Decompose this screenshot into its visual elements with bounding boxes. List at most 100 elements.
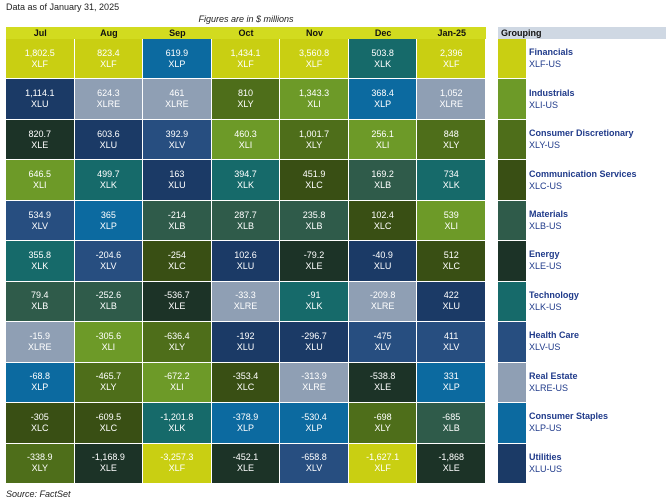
cell-ticker: XLRE [302, 382, 326, 393]
cell-value: 422 [443, 290, 459, 301]
cell-ticker: XLE [168, 301, 186, 312]
cell-ticker: XLF [100, 58, 117, 69]
cell-ticker: XLC [373, 220, 392, 231]
table-cell: 1,114.1 XLU [6, 79, 75, 120]
cell-ticker: XLU [442, 301, 460, 312]
cell-value: -636.4 [164, 330, 190, 341]
cell-value: 3,560.8 [299, 47, 330, 58]
cell-value: 503.8 [371, 47, 394, 58]
cell-ticker: XLK [374, 58, 392, 69]
cell-value: 355.8 [28, 249, 52, 260]
cell-value: -538.8 [369, 371, 396, 382]
cell-value: 460.3 [234, 128, 257, 139]
cell-ticker: XLP [99, 220, 117, 231]
cell-ticker: XLP [236, 422, 254, 433]
table-cell: -254 XLC [143, 241, 212, 282]
column-header-dec: Dec [348, 27, 418, 39]
cell-ticker: XLF [374, 463, 391, 474]
cell-value: 624.3 [97, 88, 120, 99]
cell-value: -33.3 [235, 290, 256, 301]
table-cell: 539 XLI [417, 200, 486, 242]
cell-value: 163 [169, 169, 185, 180]
cell-value: 499.7 [97, 169, 120, 180]
cell-ticker: XLRE [28, 341, 52, 352]
cell-value: -465.7 [95, 371, 122, 382]
legend-item-xlp: Consumer Staples XLP-US [498, 403, 666, 443]
table-cell: -204.6 XLV [74, 241, 144, 282]
cell-ticker: XLK [305, 301, 323, 312]
cell-ticker: XLRE [370, 301, 395, 312]
table-cell: -672.2 XLI [143, 362, 212, 404]
column-header-jan-25: Jan-25 [417, 27, 486, 39]
table-cell: 499.7 XLK [74, 160, 144, 201]
table-cell: 102.4 XLC [348, 200, 418, 242]
cell-value: 534.9 [28, 209, 52, 220]
table-cell: 820.7 XLE [6, 119, 75, 161]
cell-value: 848 [443, 128, 459, 139]
table-cell: -79.2 XLE [280, 241, 349, 282]
legend-swatch [498, 119, 526, 160]
as-of-date: Data as of January 31, 2025 [6, 2, 120, 12]
column-header-aug: Aug [74, 27, 144, 39]
cell-ticker: XLI [444, 220, 458, 231]
cell-ticker: XLU [236, 341, 255, 352]
table-cell: 394.7 XLK [211, 160, 281, 201]
legend-ticker: XLB-US [529, 221, 562, 232]
cell-ticker: XLU [99, 139, 118, 150]
table-cell: 461 XLRE [143, 79, 212, 120]
legend-sector-name: Technology [529, 289, 579, 300]
cell-value: -1,168.9 [91, 452, 125, 463]
table-cell: -1,627.1 XLF [348, 443, 418, 484]
cell-ticker: XLE [305, 260, 323, 271]
cell-value: 368.4 [371, 88, 394, 99]
cell-ticker: XLI [170, 382, 184, 393]
cell-value: -1,201.8 [160, 411, 194, 422]
cell-ticker: XLY [168, 341, 186, 352]
cell-ticker: XLF [442, 58, 460, 69]
table-cell: 1,052 XLRE [417, 79, 486, 120]
table-cell: -609.5 XLC [74, 403, 144, 444]
cell-value: -79.2 [303, 249, 325, 260]
table-cell: 422 XLU [417, 281, 486, 323]
legend-ticker: XLV-US [529, 342, 561, 353]
table-cell: 2,396 XLF [417, 39, 486, 80]
table-cell: 619.9 XLP [143, 39, 212, 80]
cell-ticker: XLE [31, 139, 49, 150]
cell-ticker: XLE [442, 463, 460, 474]
cell-value: 1,802.5 [24, 47, 55, 58]
table-cell: -536.7 XLE [143, 281, 212, 323]
cell-ticker: XLK [236, 180, 254, 191]
cell-value: 411 [444, 330, 459, 341]
cell-value: 287.7 [234, 209, 257, 220]
units-note: Figures are in $ millions [198, 14, 294, 24]
legend-sector-name: Financials [529, 47, 574, 58]
cell-value: 102.4 [371, 209, 394, 220]
table-cell: -252.6 XLB [74, 281, 144, 323]
cell-value: 394.7 [234, 169, 257, 180]
flows-heatmap-table: Jul Aug Sep Oct Nov Dec Jan-25 1,802.5 XLF 823.4 X… [6, 27, 486, 484]
table-cell: -1,868 XLE [417, 443, 486, 484]
cell-value: -214 [167, 209, 186, 220]
legend-item-xlv: Health Care XLV-US [498, 322, 666, 362]
cell-ticker: XLY [31, 463, 48, 474]
table-cell: -465.7 XLY [74, 362, 144, 404]
table-cell: 355.8 XLK [6, 241, 75, 282]
table-cell: 235.8 XLB [280, 200, 349, 242]
cell-ticker: XLV [443, 341, 460, 352]
legend-item-xlu: Utilities XLU-US [498, 443, 666, 484]
table-cell: 460.3 XLI [211, 119, 281, 161]
table-cell: -658.8 XLV [280, 443, 349, 484]
cell-value: 392.9 [165, 128, 189, 139]
cell-ticker: XLF [31, 58, 49, 69]
cell-value: 79.4 [31, 290, 49, 301]
table-cell: 646.5 XLI [6, 160, 75, 201]
column-header-sep: Sep [143, 27, 212, 39]
column-header-oct: Oct [211, 27, 281, 39]
table-cell: 79.4 XLB [6, 281, 75, 323]
cell-ticker: XLP [305, 422, 323, 433]
table-cell: -3,257.3 XLF [143, 443, 212, 484]
table-cell: -33.3 XLRE [211, 281, 281, 323]
cell-value: 619.9 [165, 47, 189, 58]
cell-ticker: XLK [168, 422, 186, 433]
cell-value: 365 [100, 209, 116, 220]
